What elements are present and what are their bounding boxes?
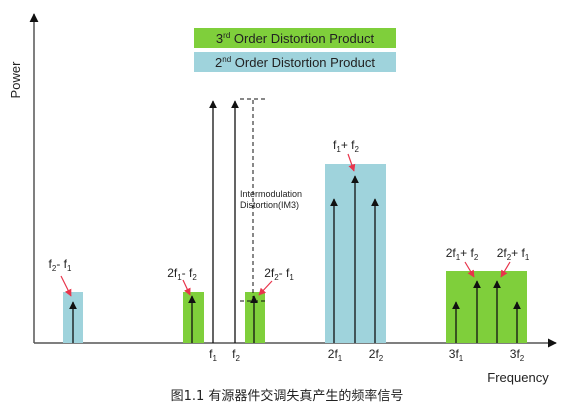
tick-3f2: 3f2	[510, 347, 525, 363]
im3-annotation-line1: Intermodulation	[240, 189, 302, 199]
tick-f1: f1	[209, 347, 217, 363]
legend-swatch-2nd-order	[194, 52, 396, 72]
legend-swatch-3rd-order	[194, 28, 396, 48]
label-2f2-plus-f1: 2f2+ f1	[497, 246, 530, 262]
label-f2-minus-f1: f2- f1	[49, 257, 72, 273]
tick-2f1: 2f1	[328, 347, 343, 363]
band-third-harmonic	[446, 271, 527, 343]
figure-caption: 图1.1 有源器件交调失真产生的频率信号	[171, 388, 404, 404]
pointer-2f1-plus-f2	[464, 261, 475, 278]
legend-label-2nd-order: 2nd Order Distortion Product	[215, 55, 375, 70]
label-f1-plus-f2: f1+ f2	[333, 138, 359, 154]
tick-2f2: 2f2	[369, 347, 384, 363]
x-axis-label: Frequency	[487, 370, 549, 385]
y-axis-label: Power	[8, 61, 23, 99]
tick-3f1: 3f1	[449, 347, 464, 363]
pointer-f2-minus-f1	[60, 275, 72, 297]
pointer-2f2-minus-f1	[258, 280, 273, 296]
band-2f1-minus-f2	[183, 292, 204, 343]
legend-label-3rd-order: 3rd Order Distortion Product	[216, 31, 375, 46]
pointer-f1-plus-f2	[347, 153, 356, 172]
tick-f2: f2	[232, 347, 240, 363]
pointer-2f2-plus-f1	[500, 261, 511, 278]
label-2f1-plus-f2: 2f1+ f2	[446, 246, 479, 262]
pointer-2f1-minus-f2	[182, 279, 191, 296]
label-2f1-minus-f2: 2f1- f2	[167, 266, 197, 282]
im3-annotation-line2: Distortion(IM3)	[240, 200, 299, 210]
label-2f2-minus-f1: 2f2- f1	[264, 266, 294, 282]
band-2f2-minus-f1	[245, 292, 265, 343]
